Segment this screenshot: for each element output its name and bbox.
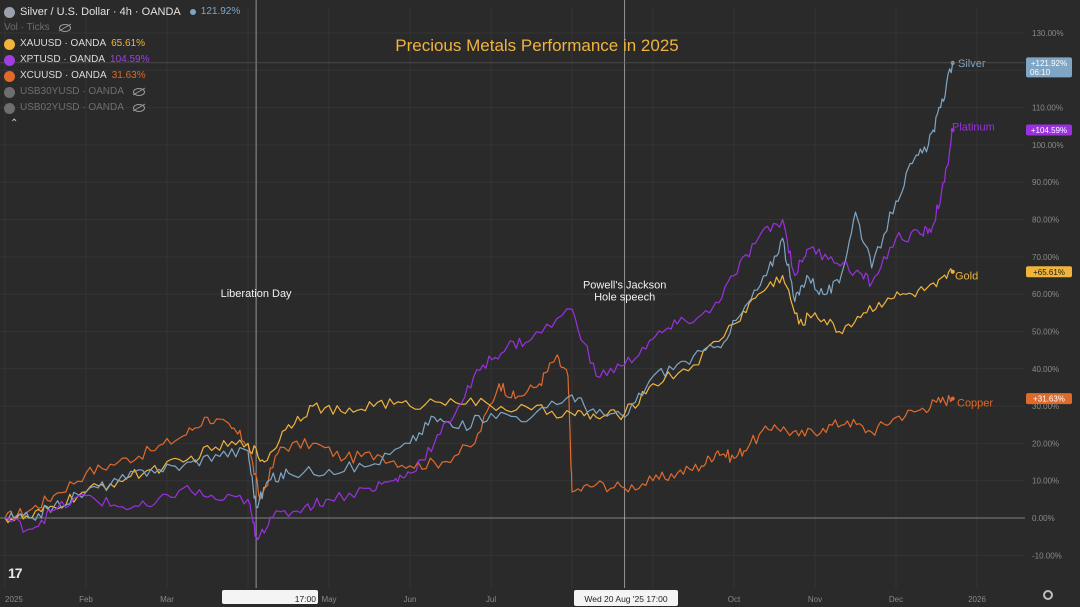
symbol-icon bbox=[4, 38, 15, 50]
y-tick-label: 20.00% bbox=[1032, 439, 1059, 448]
status-dot-icon bbox=[189, 9, 196, 15]
y-tick-label: 30.00% bbox=[1032, 402, 1059, 411]
last-value-text: +65.61% bbox=[1033, 268, 1065, 277]
eye-hidden-icon[interactable] bbox=[58, 24, 71, 32]
eye-hidden-icon[interactable] bbox=[132, 88, 145, 96]
annotation-line: Powell's Jackson bbox=[583, 279, 666, 291]
x-tick-label: May bbox=[321, 595, 336, 604]
x-tick-label: 2026 bbox=[968, 595, 986, 604]
y-tick-label: 40.00% bbox=[1032, 365, 1059, 374]
x-tick-label: 2025 bbox=[5, 595, 23, 604]
series-name-platinum: Platinum bbox=[952, 121, 995, 133]
y-tick-label: 60.00% bbox=[1032, 290, 1059, 299]
silver-symbol-icon bbox=[4, 6, 15, 18]
last-value-text: +121.92% bbox=[1031, 59, 1067, 68]
legend-value: 65.61% bbox=[111, 38, 146, 49]
y-tick-label: -10.00% bbox=[1032, 551, 1062, 560]
crosshair-date-box bbox=[574, 590, 678, 606]
y-tick-label: 130.00% bbox=[1032, 29, 1064, 38]
x-tick-label: Dec bbox=[889, 595, 903, 604]
gear-icon[interactable] bbox=[1043, 590, 1053, 600]
last-value-badge bbox=[1026, 124, 1072, 136]
x-tick-label: Jul bbox=[486, 595, 496, 604]
y-tick-label: 100.00% bbox=[1032, 141, 1064, 150]
annotation-label: Powell's Jackson Hole speech bbox=[583, 279, 666, 303]
series-line-platinum bbox=[4, 129, 954, 541]
series-line-silver bbox=[4, 62, 954, 521]
x-tick-label: Jun bbox=[404, 595, 417, 604]
tradingview-logo-icon: 17 bbox=[8, 565, 23, 581]
crosshair-time-label: 17:00 bbox=[295, 594, 317, 604]
legend-value: 104.59% bbox=[110, 54, 150, 65]
y-tick-label: 110.00% bbox=[1032, 104, 1063, 113]
annotation-line: Hole speech bbox=[594, 291, 655, 303]
main-symbol-change: 121.92% bbox=[200, 6, 241, 17]
last-value-badge bbox=[1026, 57, 1072, 78]
symbol-icon bbox=[4, 102, 15, 114]
series-line-gold bbox=[4, 268, 954, 524]
legend-symbol: XAUUSD · OANDA bbox=[20, 38, 107, 49]
symbol-icon bbox=[4, 54, 15, 66]
x-tick-label: Nov bbox=[808, 595, 822, 604]
series-end-dot bbox=[950, 269, 955, 274]
x-tick-label: Mar bbox=[160, 595, 174, 604]
crosshair-time-box bbox=[222, 590, 318, 604]
vol-ticks-label: Vol · Ticks bbox=[4, 22, 50, 33]
legend-symbol: XPTUSD · OANDA bbox=[20, 54, 106, 65]
series-legend: Silver / U.S. Dollar · 4h · OANDA 121.92… bbox=[4, 4, 240, 116]
series-line-copper bbox=[4, 354, 954, 521]
y-tick-label: 80.00% bbox=[1032, 216, 1059, 225]
y-tick-label: 70.00% bbox=[1032, 253, 1059, 262]
last-value-time: 06:10 bbox=[1030, 68, 1051, 77]
series-end-dot bbox=[950, 396, 955, 401]
legend-main-symbol[interactable]: Silver / U.S. Dollar · 4h · OANDA 121.92… bbox=[4, 4, 240, 20]
legend-symbol: USB02YUSD · OANDA bbox=[20, 102, 124, 113]
legend-symbol: XCUUSD · OANDA bbox=[20, 70, 107, 81]
y-tick-label: 0.00% bbox=[1032, 514, 1055, 523]
last-value-badge bbox=[1026, 266, 1072, 278]
legend-symbol: USB30YUSD · OANDA bbox=[20, 86, 124, 97]
x-tick-label: Feb bbox=[79, 595, 93, 604]
legend-row[interactable]: USB30YUSD · OANDA bbox=[4, 84, 240, 100]
main-symbol-title: Silver / U.S. Dollar · 4h · OANDA bbox=[20, 6, 181, 18]
crosshair-date-label: Wed 20 Aug '25 17:00 bbox=[584, 594, 668, 604]
annotation-label: Liberation Day bbox=[221, 288, 292, 300]
y-tick-label: 10.00% bbox=[1032, 477, 1059, 486]
legend-row[interactable]: XAUUSD · OANDA 65.61% bbox=[4, 36, 240, 52]
last-value-text: +31.63% bbox=[1033, 395, 1065, 404]
last-value-badge bbox=[1026, 393, 1072, 405]
series-name-copper: Copper bbox=[957, 397, 993, 409]
legend-row[interactable]: XCUUSD · OANDA 31.63% bbox=[4, 68, 240, 84]
legend-row[interactable]: USB02YUSD · OANDA bbox=[4, 100, 240, 116]
legend-row[interactable]: XPTUSD · OANDA 104.59% bbox=[4, 52, 240, 68]
x-tick-label: Oct bbox=[728, 595, 741, 604]
series-name-silver: Silver bbox=[958, 58, 986, 70]
last-value-text: +104.59% bbox=[1031, 126, 1067, 135]
series-end-dot bbox=[950, 128, 955, 132]
legend-volume[interactable]: Vol · Ticks bbox=[4, 20, 240, 36]
symbol-icon bbox=[4, 86, 15, 98]
eye-hidden-icon[interactable] bbox=[132, 104, 145, 112]
y-tick-label: 90.00% bbox=[1032, 178, 1059, 187]
series-name-gold: Gold bbox=[955, 271, 978, 283]
y-tick-label: 50.00% bbox=[1032, 327, 1059, 336]
legend-value: 31.63% bbox=[111, 70, 146, 81]
symbol-icon bbox=[4, 70, 15, 82]
chart-title: Precious Metals Performance in 2025 bbox=[395, 36, 678, 55]
collapse-legend-chevron-icon[interactable]: ⌃ bbox=[10, 118, 19, 129]
